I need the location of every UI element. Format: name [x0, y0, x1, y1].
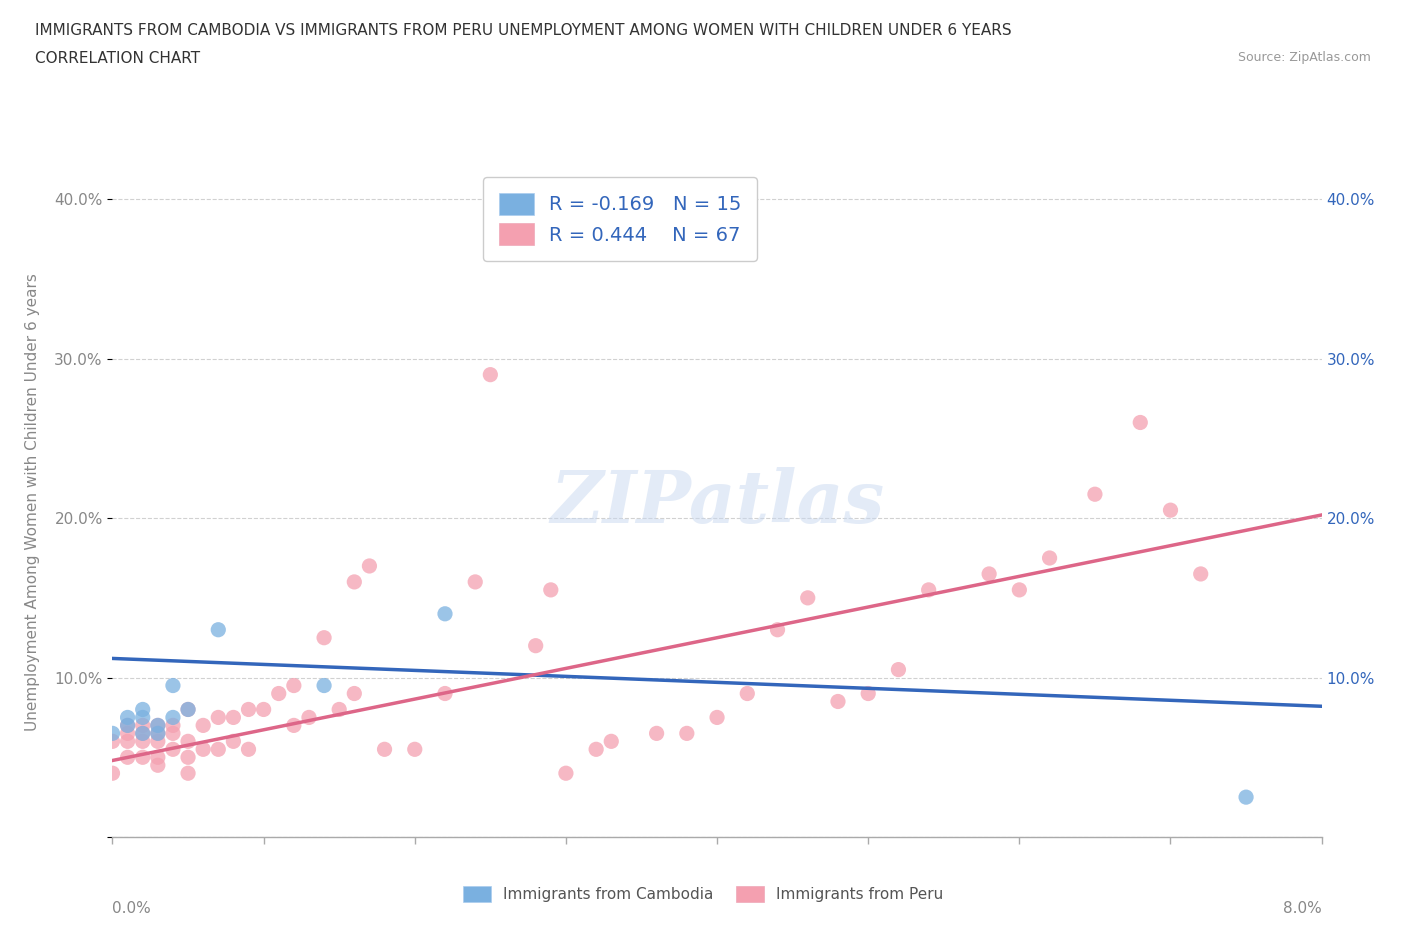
Point [253, 702, 276, 717]
Point [238, 702, 260, 717]
Point [162, 726, 184, 741]
Point [433, 686, 456, 701]
Point [479, 367, 502, 382]
Point [146, 726, 169, 741]
Point [238, 742, 260, 757]
Point [162, 678, 184, 693]
Point [117, 710, 139, 724]
Point [433, 606, 456, 621]
Point [1084, 486, 1107, 501]
Point [540, 582, 562, 597]
Point [373, 742, 396, 757]
Point [146, 758, 169, 773]
Point [146, 750, 169, 764]
Point [856, 686, 880, 701]
Point [1129, 415, 1152, 430]
Point [979, 566, 1001, 581]
Point [267, 686, 290, 701]
Point [1159, 503, 1181, 518]
Point [312, 678, 335, 693]
Point [887, 662, 910, 677]
Point [146, 718, 169, 733]
Legend: R = -0.169   N = 15, R = 0.444    N = 67: R = -0.169 N = 15, R = 0.444 N = 67 [484, 177, 758, 261]
Point [117, 726, 139, 741]
Point [1234, 790, 1257, 804]
Point [177, 750, 200, 764]
Point [312, 631, 335, 645]
Point [283, 718, 305, 733]
Text: IMMIGRANTS FROM CAMBODIA VS IMMIGRANTS FROM PERU UNEMPLOYMENT AMONG WOMEN WITH C: IMMIGRANTS FROM CAMBODIA VS IMMIGRANTS F… [35, 23, 1012, 38]
Legend: Immigrants from Cambodia, Immigrants from Peru: Immigrants from Cambodia, Immigrants fro… [457, 880, 949, 909]
Point [117, 718, 139, 733]
Point [359, 559, 381, 574]
Point [464, 575, 486, 590]
Point [132, 710, 155, 724]
Point [146, 718, 169, 733]
Point [207, 622, 229, 637]
Point [101, 726, 124, 741]
Point [298, 710, 321, 724]
Point [117, 734, 139, 749]
Point [222, 734, 245, 749]
Point [524, 638, 547, 653]
Point [132, 734, 155, 749]
Point [645, 726, 668, 741]
Point [177, 765, 200, 780]
Point [101, 734, 124, 749]
Point [1038, 551, 1062, 565]
Point [162, 718, 184, 733]
Point [146, 726, 169, 741]
Point [343, 686, 366, 701]
Point [554, 765, 576, 780]
Point [132, 702, 155, 717]
Point [132, 718, 155, 733]
Point [706, 710, 728, 724]
Text: Source: ZipAtlas.com: Source: ZipAtlas.com [1237, 51, 1371, 64]
Point [1189, 566, 1212, 581]
Point [1008, 582, 1031, 597]
Point [207, 710, 229, 724]
Point [132, 726, 155, 741]
Y-axis label: Unemployment Among Women with Children Under 6 years: Unemployment Among Women with Children U… [25, 273, 41, 731]
Point [827, 694, 849, 709]
Point [585, 742, 607, 757]
Point [191, 742, 215, 757]
Text: ZIPatlas: ZIPatlas [550, 467, 884, 538]
Point [328, 702, 350, 717]
Point [796, 591, 818, 605]
Point [177, 734, 200, 749]
Point [177, 702, 200, 717]
Text: 0.0%: 0.0% [112, 901, 152, 916]
Point [191, 718, 215, 733]
Point [117, 718, 139, 733]
Point [177, 702, 200, 717]
Text: 8.0%: 8.0% [1282, 901, 1322, 916]
Point [162, 742, 184, 757]
Point [132, 726, 155, 741]
Point [222, 710, 245, 724]
Point [146, 734, 169, 749]
Point [207, 742, 229, 757]
Point [737, 686, 759, 701]
Point [917, 582, 939, 597]
Point [101, 765, 124, 780]
Text: CORRELATION CHART: CORRELATION CHART [35, 51, 200, 66]
Point [675, 726, 697, 741]
Point [343, 575, 366, 590]
Point [766, 622, 789, 637]
Point [117, 750, 139, 764]
Point [162, 710, 184, 724]
Point [132, 750, 155, 764]
Point [283, 678, 305, 693]
Point [404, 742, 426, 757]
Point [600, 734, 623, 749]
